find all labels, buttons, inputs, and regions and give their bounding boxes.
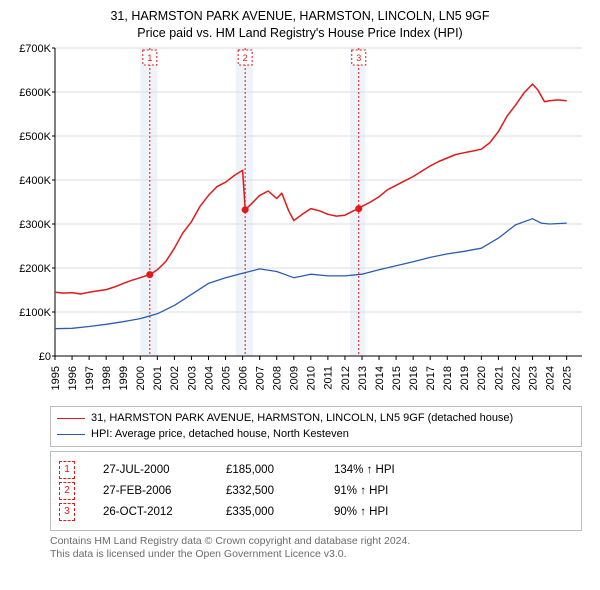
transaction-badge: 3 bbox=[59, 503, 75, 521]
footer-line-1: Contains HM Land Registry data © Crown c… bbox=[50, 535, 582, 549]
y-tick-label: £400K bbox=[19, 175, 51, 187]
x-tick-label: 2018 bbox=[442, 366, 454, 390]
page-root: 31, HARMSTON PARK AVENUE, HARMSTON, LINC… bbox=[0, 0, 600, 590]
y-tick-label: £600K bbox=[19, 87, 51, 99]
transaction-dot bbox=[242, 206, 249, 213]
transaction-marker-number: 1 bbox=[147, 53, 152, 63]
x-tick-label: 2002 bbox=[169, 366, 181, 390]
x-tick-label: 2003 bbox=[186, 366, 198, 390]
transaction-date: 26-OCT-2012 bbox=[103, 506, 198, 518]
y-tick-label: £0 bbox=[39, 351, 51, 363]
x-tick-label: 2025 bbox=[562, 366, 574, 390]
x-tick-label: 2001 bbox=[152, 366, 164, 390]
x-tick-label: 2020 bbox=[476, 366, 488, 390]
x-tick-label: 1998 bbox=[101, 366, 113, 390]
title-line-2: Price paid vs. HM Land Registry's House … bbox=[10, 25, 590, 42]
transactions-table: 1 27-JUL-2000 £185,000 134% ↑ HPI 2 27-FEB-20… bbox=[50, 451, 582, 531]
chart-title: 31, HARMSTON PARK AVENUE, HARMSTON, LINC… bbox=[10, 8, 590, 42]
x-tick-label: 2004 bbox=[203, 366, 215, 390]
y-tick-label: £700K bbox=[19, 43, 51, 55]
x-tick-label: 1996 bbox=[67, 366, 79, 390]
shaded-band bbox=[140, 48, 157, 356]
title-line-1: 31, HARMSTON PARK AVENUE, HARMSTON, LINC… bbox=[10, 8, 590, 25]
y-tick-label: £200K bbox=[19, 263, 51, 275]
legend-item: 31, HARMSTON PARK AVENUE, HARMSTON, LINC… bbox=[57, 410, 575, 427]
x-tick-label: 2023 bbox=[527, 366, 539, 390]
transaction-badge: 1 bbox=[59, 461, 75, 479]
shaded-band bbox=[350, 48, 365, 356]
x-tick-label: 2019 bbox=[459, 366, 471, 390]
chart-svg: £0 £100K £200K £300K £400K £500K £600K £700K 199… bbox=[10, 42, 590, 402]
x-tick-label: 2007 bbox=[255, 366, 267, 390]
x-tick-label: 2012 bbox=[340, 366, 352, 390]
x-tick-label: 2022 bbox=[510, 366, 522, 390]
x-tick-label: 2014 bbox=[374, 366, 386, 390]
legend-item: HPI: Average price, detached house, Nort… bbox=[57, 426, 575, 443]
x-tick-label: 2009 bbox=[289, 366, 301, 390]
transaction-delta: 134% ↑ HPI bbox=[334, 464, 395, 476]
y-tick-label: £300K bbox=[19, 219, 51, 231]
transaction-price: £332,500 bbox=[226, 485, 306, 497]
legend-label: 31, HARMSTON PARK AVENUE, HARMSTON, LINC… bbox=[91, 410, 513, 427]
transaction-price: £185,000 bbox=[226, 464, 306, 476]
footer-line-2: This data is licensed under the Open Gov… bbox=[50, 548, 582, 562]
x-tick-label: 2010 bbox=[306, 366, 318, 390]
footer-attribution: Contains HM Land Registry data © Crown c… bbox=[50, 535, 582, 562]
legend-label: HPI: Average price, detached house, Nort… bbox=[91, 426, 349, 443]
legend-swatch bbox=[57, 434, 85, 435]
y-tick-label: £500K bbox=[19, 131, 51, 143]
x-tick-label: 1997 bbox=[84, 366, 96, 390]
x-tick-label: 2024 bbox=[544, 366, 556, 390]
transaction-date: 27-FEB-2006 bbox=[103, 485, 198, 497]
transaction-price: £335,000 bbox=[226, 506, 306, 518]
x-tick-label: 1995 bbox=[50, 366, 62, 390]
x-tick-label: 2005 bbox=[220, 366, 232, 390]
x-tick-label: 1999 bbox=[118, 366, 130, 390]
x-tick-label: 2013 bbox=[357, 366, 369, 390]
transaction-row: 1 27-JUL-2000 £185,000 134% ↑ HPI bbox=[59, 461, 573, 479]
transaction-dot bbox=[146, 271, 153, 278]
x-tick-label: 2021 bbox=[493, 366, 505, 390]
x-tick-label: 2017 bbox=[425, 366, 437, 390]
x-tick-label: 2016 bbox=[408, 366, 420, 390]
legend-swatch bbox=[57, 418, 85, 419]
y-tick-label: £100K bbox=[19, 307, 51, 319]
transaction-dot bbox=[355, 205, 362, 212]
price-chart: £0 £100K £200K £300K £400K £500K £600K £700K 199… bbox=[10, 42, 590, 402]
transaction-marker-number: 2 bbox=[243, 53, 248, 63]
transaction-delta: 91% ↑ HPI bbox=[334, 485, 388, 497]
x-tick-label: 2011 bbox=[323, 366, 335, 390]
x-tick-label: 2006 bbox=[237, 366, 249, 390]
x-tick-label: 2000 bbox=[135, 366, 147, 390]
transaction-delta: 90% ↑ HPI bbox=[334, 506, 388, 518]
transaction-marker-number: 3 bbox=[356, 53, 361, 63]
legend: 31, HARMSTON PARK AVENUE, HARMSTON, LINC… bbox=[50, 406, 582, 447]
transaction-row: 3 26-OCT-2012 £335,000 90% ↑ HPI bbox=[59, 503, 573, 521]
x-tick-label: 2015 bbox=[391, 366, 403, 390]
transaction-row: 2 27-FEB-2006 £332,500 91% ↑ HPI bbox=[59, 482, 573, 500]
transaction-date: 27-JUL-2000 bbox=[103, 464, 198, 476]
transaction-badge: 2 bbox=[59, 482, 75, 500]
x-tick-label: 2008 bbox=[272, 366, 284, 390]
